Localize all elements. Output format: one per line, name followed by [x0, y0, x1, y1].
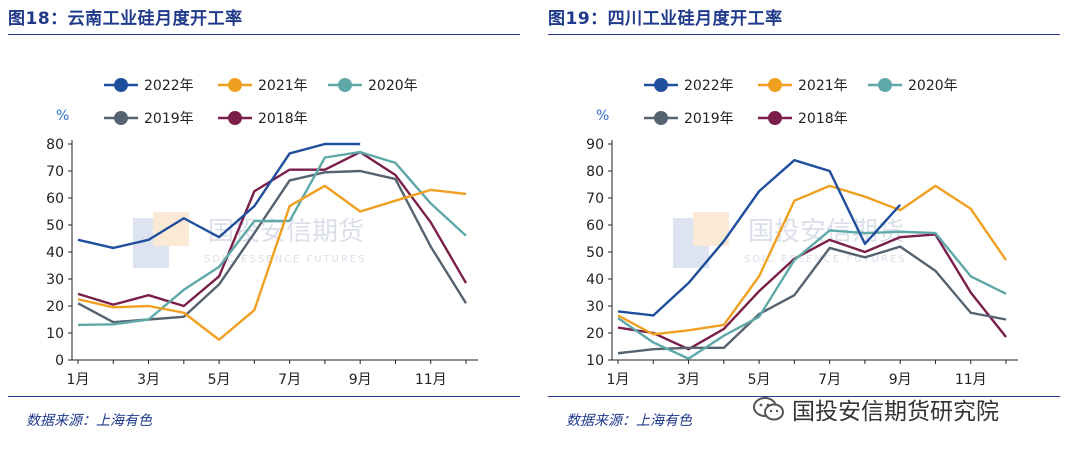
x-tick-label: 9月: [349, 372, 372, 388]
chart-panel-yunnan: 图18：云南工业硅月度开工率 国投安信期货 SDIC ESSENCE FUTURE…: [8, 0, 528, 455]
legend-item: 2018年: [218, 111, 308, 127]
chart-title: 图18：云南工业硅月度开工率: [8, 9, 243, 29]
title-divider: [548, 34, 1060, 35]
y-tick-label: 60: [586, 218, 604, 234]
x-tick-label: 1月: [607, 372, 630, 388]
series-line-2021年: [617, 184, 1007, 336]
legend-item: 2020年: [328, 78, 418, 94]
watermark-logo-block: [673, 218, 709, 268]
y-tick-label: 70: [586, 191, 604, 207]
y-tick-label: 10: [46, 326, 64, 342]
title-divider: [8, 34, 520, 35]
legend-item: 2022年: [644, 78, 734, 94]
legend-item: 2019年: [644, 111, 734, 127]
series-line-2020年: [617, 229, 1007, 360]
y-tick-label: 80: [586, 164, 604, 180]
wechat-icon: [753, 397, 784, 421]
x-tick-label: 11月: [415, 372, 447, 388]
y-tick-label: 70: [46, 164, 64, 180]
legend-label: 2019年: [144, 111, 194, 127]
y-tick-label: 10: [586, 353, 604, 369]
footer-divider: [548, 396, 1060, 397]
y-tick-label: 40: [586, 272, 604, 288]
x-tick-label: 1月: [67, 372, 90, 388]
x-tick-label: 3月: [677, 372, 700, 388]
x-tick-label: 9月: [889, 372, 912, 388]
legend-item: 2022年: [104, 78, 194, 94]
legend-marker: [878, 78, 892, 92]
series-line-2022年: [617, 158, 902, 317]
y-tick-label: 60: [46, 191, 64, 207]
chart-title: 图19：四川工业硅月度开工率: [548, 9, 783, 29]
x-tick-label: 7月: [278, 372, 301, 388]
x-tick-label: 7月: [818, 372, 841, 388]
footer-divider: [8, 396, 520, 397]
legend-item: 2021年: [758, 78, 848, 94]
legend-label: 2018年: [798, 111, 848, 127]
y-tick-label: 30: [586, 299, 604, 315]
legend-label: 2021年: [258, 78, 308, 94]
legend-label: 2021年: [798, 78, 848, 94]
legend-marker: [768, 111, 782, 125]
watermark-subtitle: SDIC ESSENCE FUTURES: [204, 254, 367, 265]
y-tick-label: 0: [55, 353, 64, 369]
y-tick-label: 30: [46, 272, 64, 288]
legend-label: 2022年: [684, 78, 734, 94]
y-axis-label: %: [596, 108, 609, 124]
watermark-subtitle: SDIC ESSENCE FUTURES: [744, 254, 907, 265]
y-tick-label: 50: [586, 245, 604, 261]
series-line-2022年: [77, 142, 361, 250]
legend-label: 2019年: [684, 111, 734, 127]
y-tick-label: 80: [46, 137, 64, 153]
legend-item: 2018年: [758, 111, 848, 127]
legend-label: 2018年: [258, 111, 308, 127]
y-axis-label: %: [56, 108, 69, 124]
legend-marker: [228, 78, 242, 92]
footer-brand-text: 国投安信期货研究院: [792, 399, 999, 425]
legend-marker: [768, 78, 782, 92]
y-tick-label: 50: [46, 218, 64, 234]
legend-marker: [228, 111, 242, 125]
y-tick-label: 20: [586, 326, 604, 342]
legend-marker: [114, 78, 128, 92]
legend-label: 2020年: [368, 78, 418, 94]
y-tick-label: 20: [46, 299, 64, 315]
legend-marker: [114, 111, 128, 125]
chart-panel-sichuan: 图19：四川工业硅月度开工率 国投安信期货 SDIC ESSENCE FUTURE…: [548, 0, 1068, 455]
x-tick-label: 11月: [955, 372, 987, 388]
x-tick-label: 3月: [137, 372, 160, 388]
legend-item: 2020年: [868, 78, 958, 94]
legend-marker: [338, 78, 352, 92]
data-source: 数据来源：上海有色: [26, 413, 152, 429]
legend-label: 2022年: [144, 78, 194, 94]
legend-marker: [654, 111, 668, 125]
x-tick-label: 5月: [748, 372, 771, 388]
data-source: 数据来源：上海有色: [566, 413, 692, 429]
series-line-2021年: [77, 184, 467, 341]
y-tick-label: 90: [586, 137, 604, 153]
legend-item: 2021年: [218, 78, 308, 94]
series-line-2020年: [77, 150, 467, 327]
footer-brand: 国投安信期货研究院: [752, 392, 999, 426]
legend-item: 2019年: [104, 111, 194, 127]
y-tick-label: 40: [46, 245, 64, 261]
series-line-2018年: [617, 233, 1007, 351]
legend-marker: [654, 78, 668, 92]
legend-label: 2020年: [908, 78, 958, 94]
series-line-2019年: [617, 245, 1007, 355]
x-tick-label: 5月: [208, 372, 231, 388]
